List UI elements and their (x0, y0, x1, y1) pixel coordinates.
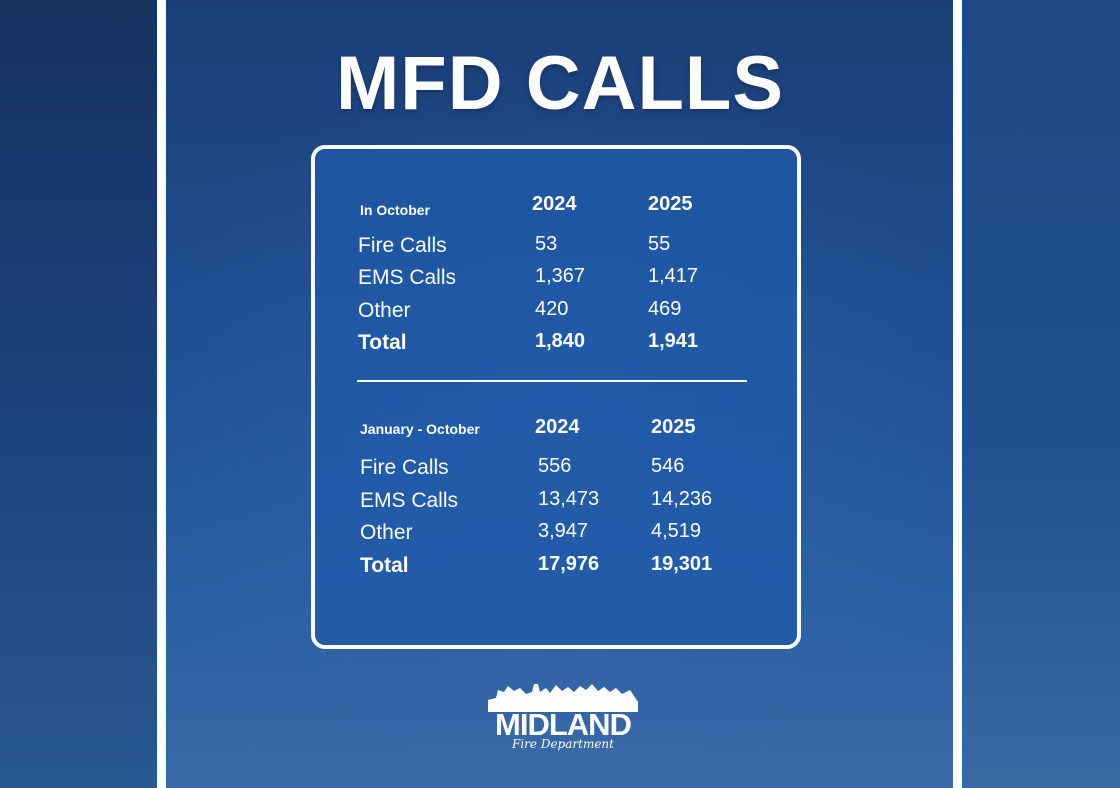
stripe (157, 0, 166, 788)
background-photo (0, 0, 157, 788)
cell-value: 13,473 (538, 488, 600, 510)
cell-value: 55 (648, 233, 671, 255)
row-label: Fire Calls (360, 456, 449, 479)
row-label: Other (358, 299, 411, 322)
background-photo (962, 0, 1120, 788)
section-label: In October (360, 202, 431, 218)
cell-value: 469 (648, 298, 682, 320)
row-label: Fire Calls (358, 234, 447, 257)
cell-value: 3,947 (538, 520, 589, 542)
cell-value: 1,941 (648, 330, 699, 352)
section-label: January - October (360, 421, 480, 437)
cell-value: 1,840 (535, 330, 586, 352)
column-header: 2024 (535, 416, 580, 438)
divider (357, 380, 747, 382)
stats-panel (311, 145, 801, 649)
cell-value: 1,417 (648, 265, 699, 287)
cell-value: 14,236 (651, 488, 713, 510)
row-label: Other (360, 521, 413, 544)
column-header: 2024 (532, 193, 577, 215)
logo-skyline (488, 684, 638, 712)
cell-value: 53 (535, 233, 558, 255)
cell-value: 1,367 (535, 265, 586, 287)
row-label: EMS Calls (358, 266, 457, 289)
title: MFD CALLS (335, 41, 785, 126)
stripe (953, 0, 962, 788)
cell-value: 556 (538, 455, 572, 477)
row-label: EMS Calls (360, 489, 459, 512)
cell-value: 546 (651, 455, 685, 477)
cell-value: 4,519 (651, 520, 702, 542)
row-label: Total (358, 331, 407, 354)
logo-subtitle: Fire Department (512, 737, 614, 751)
logo-name: MIDLAND (495, 707, 632, 742)
column-header: 2025 (648, 193, 693, 215)
column-header: 2025 (651, 416, 696, 438)
cell-value: 17,976 (538, 553, 600, 575)
cell-value: 19,301 (651, 553, 713, 575)
row-label: Total (360, 554, 409, 577)
cell-value: 420 (535, 298, 569, 320)
